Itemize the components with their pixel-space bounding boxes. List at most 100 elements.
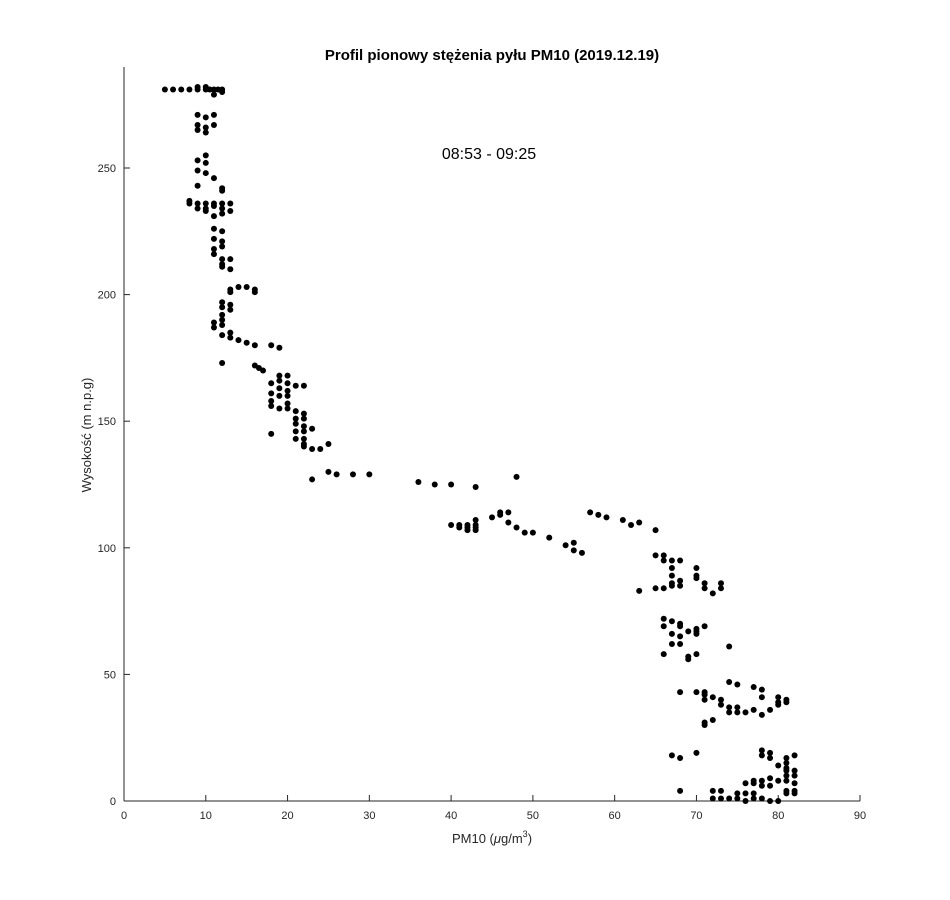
data-point	[677, 633, 684, 640]
data-point	[284, 405, 291, 412]
data-point	[726, 795, 733, 802]
data-point	[210, 324, 217, 331]
data-point	[685, 628, 692, 635]
data-point	[660, 552, 667, 559]
data-point	[268, 397, 275, 404]
data-point	[750, 795, 757, 802]
data-point	[219, 89, 226, 96]
data-point	[603, 514, 610, 521]
data-point	[668, 565, 675, 572]
data-point	[677, 689, 684, 696]
data-point	[194, 157, 201, 164]
data-point	[783, 699, 790, 706]
data-point	[767, 775, 774, 782]
x-tick-label: 10	[200, 810, 212, 822]
data-point	[546, 534, 553, 541]
data-point	[227, 301, 234, 308]
data-point	[276, 344, 283, 351]
data-point	[775, 777, 782, 784]
data-point	[742, 780, 749, 787]
data-point	[726, 709, 733, 716]
x-tick-label: 30	[363, 810, 375, 822]
data-point	[300, 435, 307, 442]
data-point	[448, 481, 455, 488]
data-point	[734, 681, 741, 688]
data-point	[734, 790, 741, 797]
data-point	[750, 790, 757, 797]
data-point	[251, 289, 258, 296]
data-point	[636, 587, 643, 594]
data-point	[717, 696, 724, 703]
data-point	[219, 311, 226, 318]
data-point	[210, 246, 217, 253]
y-tick-label: 250	[98, 163, 116, 175]
data-point	[235, 284, 242, 291]
data-point	[219, 205, 226, 212]
data-point	[668, 572, 675, 579]
data-point	[726, 704, 733, 711]
data-point	[570, 547, 577, 554]
data-point	[660, 651, 667, 658]
data-point	[668, 557, 675, 564]
data-point	[668, 641, 675, 648]
data-point	[677, 641, 684, 648]
data-point	[227, 266, 234, 273]
data-point	[660, 615, 667, 622]
data-point	[210, 175, 217, 182]
data-point	[309, 425, 316, 432]
data-point	[210, 235, 217, 242]
data-point	[202, 170, 209, 177]
data-point	[783, 777, 790, 784]
data-point	[595, 511, 602, 518]
x-axis-title-unit: g/m	[501, 831, 523, 846]
data-point	[767, 706, 774, 713]
data-point	[292, 382, 299, 389]
data-point	[652, 585, 659, 592]
data-point	[783, 772, 790, 779]
data-point	[243, 339, 250, 346]
x-tick-label: 0	[121, 810, 127, 822]
x-tick-label: 70	[690, 810, 702, 822]
data-point	[202, 129, 209, 136]
data-point	[758, 782, 765, 789]
data-point	[709, 795, 716, 802]
data-point	[194, 200, 201, 207]
data-point	[349, 471, 356, 478]
data-point	[276, 385, 283, 392]
data-point	[243, 284, 250, 291]
data-point	[750, 706, 757, 713]
data-point	[194, 182, 201, 189]
data-point	[775, 701, 782, 708]
data-point	[693, 565, 700, 572]
data-point	[717, 580, 724, 587]
data-point	[677, 577, 684, 584]
data-point	[317, 446, 324, 453]
data-point	[767, 782, 774, 789]
data-point	[268, 430, 275, 437]
x-tick-label: 40	[445, 810, 457, 822]
data-point	[227, 329, 234, 336]
data-point	[210, 202, 217, 209]
data-point	[284, 387, 291, 394]
data-point	[742, 790, 749, 797]
data-point	[227, 306, 234, 313]
data-point	[791, 790, 798, 797]
data-point	[497, 509, 504, 516]
y-tick-label: 150	[98, 416, 116, 428]
data-point	[219, 210, 226, 217]
data-point	[227, 200, 234, 207]
data-point	[268, 403, 275, 410]
data-point	[701, 623, 708, 630]
chart-title: Profil pionowy stężenia pyłu PM10 (2019.…	[325, 47, 659, 64]
data-point	[210, 111, 217, 118]
data-point	[219, 200, 226, 207]
data-point	[210, 319, 217, 326]
data-point	[227, 208, 234, 215]
data-point	[415, 478, 422, 485]
data-point	[677, 623, 684, 630]
data-point	[668, 618, 675, 625]
y-tick-label: 100	[98, 543, 116, 555]
data-point	[783, 754, 790, 761]
data-point	[178, 86, 185, 93]
data-point	[325, 468, 332, 475]
